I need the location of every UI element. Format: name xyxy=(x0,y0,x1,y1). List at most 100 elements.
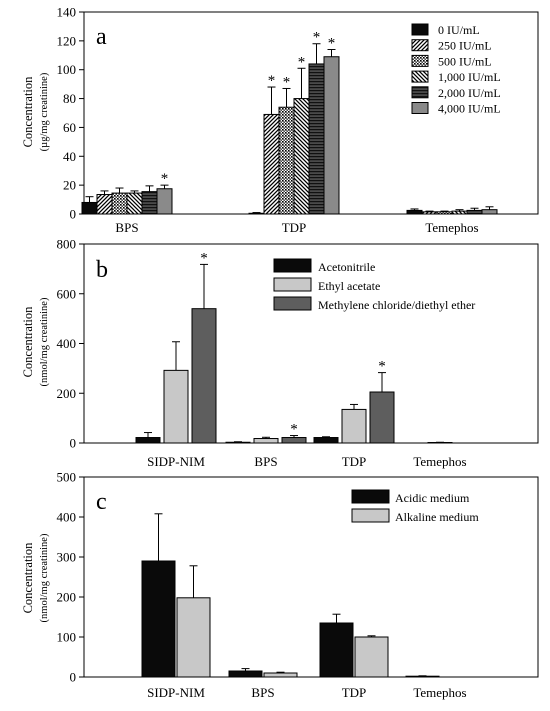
significance-marker: * xyxy=(298,54,306,70)
plot-frame xyxy=(83,476,539,678)
y-tick-label: 100 xyxy=(57,62,77,77)
y-axis-unit: (nmol/mg creatinine) xyxy=(39,297,50,386)
legend-label: 2,000 IU/mL xyxy=(438,86,501,100)
bar xyxy=(96,194,113,215)
bar xyxy=(263,113,280,215)
bar xyxy=(141,191,158,215)
legend-label: Methylene chloride/diethyl ether xyxy=(318,298,475,312)
y-tick-label: 80 xyxy=(63,91,76,106)
bar xyxy=(421,211,438,215)
category-label: TDP xyxy=(282,220,307,235)
legend-swatch xyxy=(411,70,429,83)
panel-a: 0 20 40 60 80 100 120 140 Concentration (µg/mg cr… xyxy=(21,5,539,235)
bar xyxy=(451,210,468,215)
y-tick-label: 600 xyxy=(57,286,77,301)
bar xyxy=(156,188,173,215)
category-label: TDP xyxy=(342,454,367,469)
category-label: Temephos xyxy=(425,220,478,235)
bar xyxy=(369,391,395,444)
bar xyxy=(248,212,265,215)
bar xyxy=(308,63,325,215)
bar xyxy=(278,106,295,215)
category-label: BPS xyxy=(251,685,274,700)
bar xyxy=(466,209,483,215)
category-label: Temephos xyxy=(413,454,466,469)
legend-label: 500 IU/mL xyxy=(438,54,492,68)
legend-label: 4,000 IU/mL xyxy=(438,102,501,116)
panel-letter: b xyxy=(96,257,108,283)
legend-label: 0 IU/mL xyxy=(438,23,480,37)
bar xyxy=(323,56,340,215)
bar xyxy=(228,670,263,678)
y-tick-label: 0 xyxy=(70,436,77,451)
bar xyxy=(263,672,298,678)
legend-swatch xyxy=(351,508,390,523)
significance-marker: * xyxy=(200,250,208,266)
bar xyxy=(406,209,423,215)
significance-marker: * xyxy=(328,36,336,52)
bar xyxy=(281,437,307,444)
legend-label: Alkaline medium xyxy=(395,510,479,524)
bar xyxy=(81,201,98,215)
y-tick-label: 120 xyxy=(57,33,77,48)
legend: Acidic medium Alkaline medium xyxy=(351,489,479,524)
y-tick-label: 0 xyxy=(70,207,77,222)
bar xyxy=(436,211,453,215)
panel-letter: c xyxy=(96,489,107,515)
bar xyxy=(191,308,217,444)
bar xyxy=(253,438,279,444)
y-tick-label: 60 xyxy=(63,120,76,135)
bar xyxy=(405,675,440,678)
bar xyxy=(126,192,143,215)
legend-label: Acidic medium xyxy=(395,491,470,505)
legend-swatch xyxy=(411,23,429,36)
significance-marker: * xyxy=(378,359,386,375)
legend-label: Ethyl acetate xyxy=(318,279,380,293)
bar xyxy=(176,597,211,678)
category-label: BPS xyxy=(115,220,138,235)
bar xyxy=(141,560,176,678)
y-tick-label: 400 xyxy=(57,336,77,351)
y-tick-label: 100 xyxy=(57,630,77,645)
bar xyxy=(481,209,498,215)
bar xyxy=(135,437,161,444)
bar xyxy=(225,441,251,444)
significance-marker: * xyxy=(161,171,169,187)
y-tick-label: 200 xyxy=(57,590,77,605)
category-label: TDP xyxy=(342,685,367,700)
legend-label: 1,000 IU/mL xyxy=(438,70,501,84)
y-tick-label: 0 xyxy=(70,670,77,685)
y-tick-label: 40 xyxy=(63,149,76,164)
legend: Acetonitrile Ethyl acetate Methylene chlor… xyxy=(273,258,475,312)
y-tick-label: 300 xyxy=(57,550,77,565)
legend-swatch xyxy=(411,39,429,52)
y-tick-label: 800 xyxy=(57,237,77,252)
y-tick-label: 200 xyxy=(57,386,77,401)
y-axis-unit: (nmol/mg creatinine) xyxy=(39,533,50,622)
y-axis-label: Concentration xyxy=(21,542,35,614)
y-axis-unit: (µg/mg creatinine) xyxy=(39,72,50,151)
category-label: SIDP-NIM xyxy=(147,454,205,469)
bar xyxy=(111,192,128,215)
legend-swatch xyxy=(411,102,429,114)
legend-swatch xyxy=(273,277,312,292)
significance-marker: * xyxy=(268,73,276,89)
bar xyxy=(354,636,389,678)
y-tick-label: 20 xyxy=(63,178,76,193)
panel-letter: a xyxy=(96,24,107,50)
y-axis-label: Concentration xyxy=(21,76,35,148)
legend-swatch xyxy=(411,54,429,67)
bar xyxy=(313,437,339,444)
y-tick-label: 140 xyxy=(57,5,77,20)
panel-c: 0 100 200 300 400 500 Concentration (nmol/mg cr… xyxy=(21,470,539,700)
significance-marker: * xyxy=(290,422,298,438)
legend-swatch xyxy=(411,86,429,99)
bar xyxy=(293,98,310,215)
bar xyxy=(341,408,367,444)
y-axis-label: Concentration xyxy=(21,306,35,378)
plot-frame xyxy=(83,243,539,444)
category-label: SIDP-NIM xyxy=(147,685,205,700)
bar xyxy=(163,369,189,444)
significance-marker: * xyxy=(313,30,321,46)
